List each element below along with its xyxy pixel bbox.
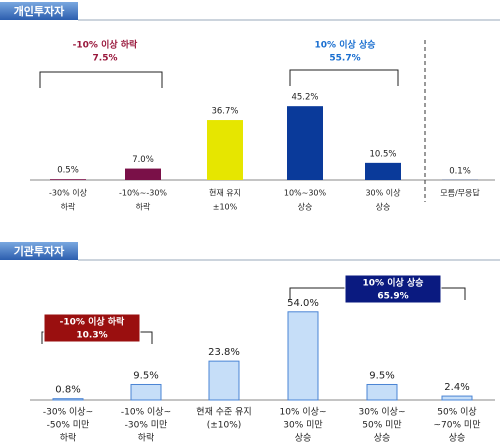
x-tick-label: 하락 xyxy=(138,432,155,444)
x-tick-label: 상승 xyxy=(376,202,391,212)
chart-title: 개인투자자 xyxy=(14,4,65,18)
value-label: 7.0% xyxy=(132,155,154,165)
x-tick-label: -30% 미만 xyxy=(125,420,168,431)
x-tick-label: -30% 이상 xyxy=(49,188,88,198)
bracket xyxy=(39,71,163,88)
x-tick-label: (±10%) xyxy=(207,421,242,431)
bracket xyxy=(289,69,399,86)
x-tick-label: 10%~30% xyxy=(284,189,327,198)
annotation: -10% 이상 하락 xyxy=(73,39,138,51)
annotation: 10% 이상 상승 xyxy=(315,39,376,51)
x-tick-label: 상승 xyxy=(298,202,313,212)
annotation: 55.7% xyxy=(329,54,360,64)
x-tick-label: 하락 xyxy=(60,432,77,444)
x-tick-label: 30% 이상 xyxy=(365,188,401,198)
x-tick-label: 하락 xyxy=(61,202,76,212)
value-label: 9.5% xyxy=(369,370,394,381)
bar xyxy=(441,395,473,401)
x-tick-label: 현재 수준 유지 xyxy=(196,407,251,418)
bar xyxy=(207,120,243,180)
x-tick-label: 30% 이상~ xyxy=(359,407,406,418)
value-label: 10.5% xyxy=(369,149,396,159)
bar xyxy=(287,311,319,401)
bar xyxy=(287,106,323,180)
annotation: 10.3% xyxy=(76,331,107,341)
x-tick-label: 현재 유지 xyxy=(209,189,241,198)
x-tick-label: 50% 미만 xyxy=(362,420,401,431)
annotation: 65.9% xyxy=(377,292,408,302)
annotation: -10% 이상 하락 xyxy=(60,316,125,328)
x-tick-label: 하락 xyxy=(136,202,151,212)
value-label: 0.8% xyxy=(55,385,80,396)
chart-title: 기관투자자 xyxy=(14,244,65,258)
x-tick-label: 상승 xyxy=(374,433,391,444)
header-tab xyxy=(0,242,78,260)
value-label: 0.1% xyxy=(449,166,471,176)
x-tick-label: 상승 xyxy=(295,433,312,444)
value-label: 36.7% xyxy=(211,107,238,117)
bar xyxy=(50,179,86,180)
x-tick-label: 30% 미만 xyxy=(283,420,322,431)
annotation-box xyxy=(344,274,442,304)
annotation-box xyxy=(43,313,141,343)
x-tick-label: -10% 이상~ xyxy=(121,407,171,418)
value-label: 54.0% xyxy=(287,298,319,309)
value-label: 9.5% xyxy=(133,370,158,381)
x-tick-label: 상승 xyxy=(449,433,466,444)
bar xyxy=(365,162,401,180)
bar xyxy=(366,383,398,401)
bar xyxy=(125,168,161,180)
annotation: 10% 이상 상승 xyxy=(363,277,424,289)
x-tick-label: 50% 이상 xyxy=(437,407,476,418)
x-tick-label: -30% 이상~ xyxy=(43,407,93,418)
x-tick-label: -50% 미만 xyxy=(47,420,90,431)
value-label: 23.8% xyxy=(208,347,240,358)
bar xyxy=(208,360,240,401)
x-tick-label: 10% 이상~ xyxy=(280,407,327,418)
value-label: 2.4% xyxy=(444,382,469,393)
value-label: 45.2% xyxy=(291,93,318,103)
x-tick-label: ±10% xyxy=(213,203,238,212)
x-tick-label: -10%~-30% xyxy=(119,189,167,198)
annotation: 7.5% xyxy=(93,54,118,64)
value-label: 0.5% xyxy=(57,166,79,176)
x-tick-label: ~70% 미만 xyxy=(434,420,481,431)
bar xyxy=(130,383,162,401)
bar xyxy=(52,398,84,401)
header-tab xyxy=(0,2,78,20)
x-tick-label: 모름/무응답 xyxy=(440,188,480,198)
